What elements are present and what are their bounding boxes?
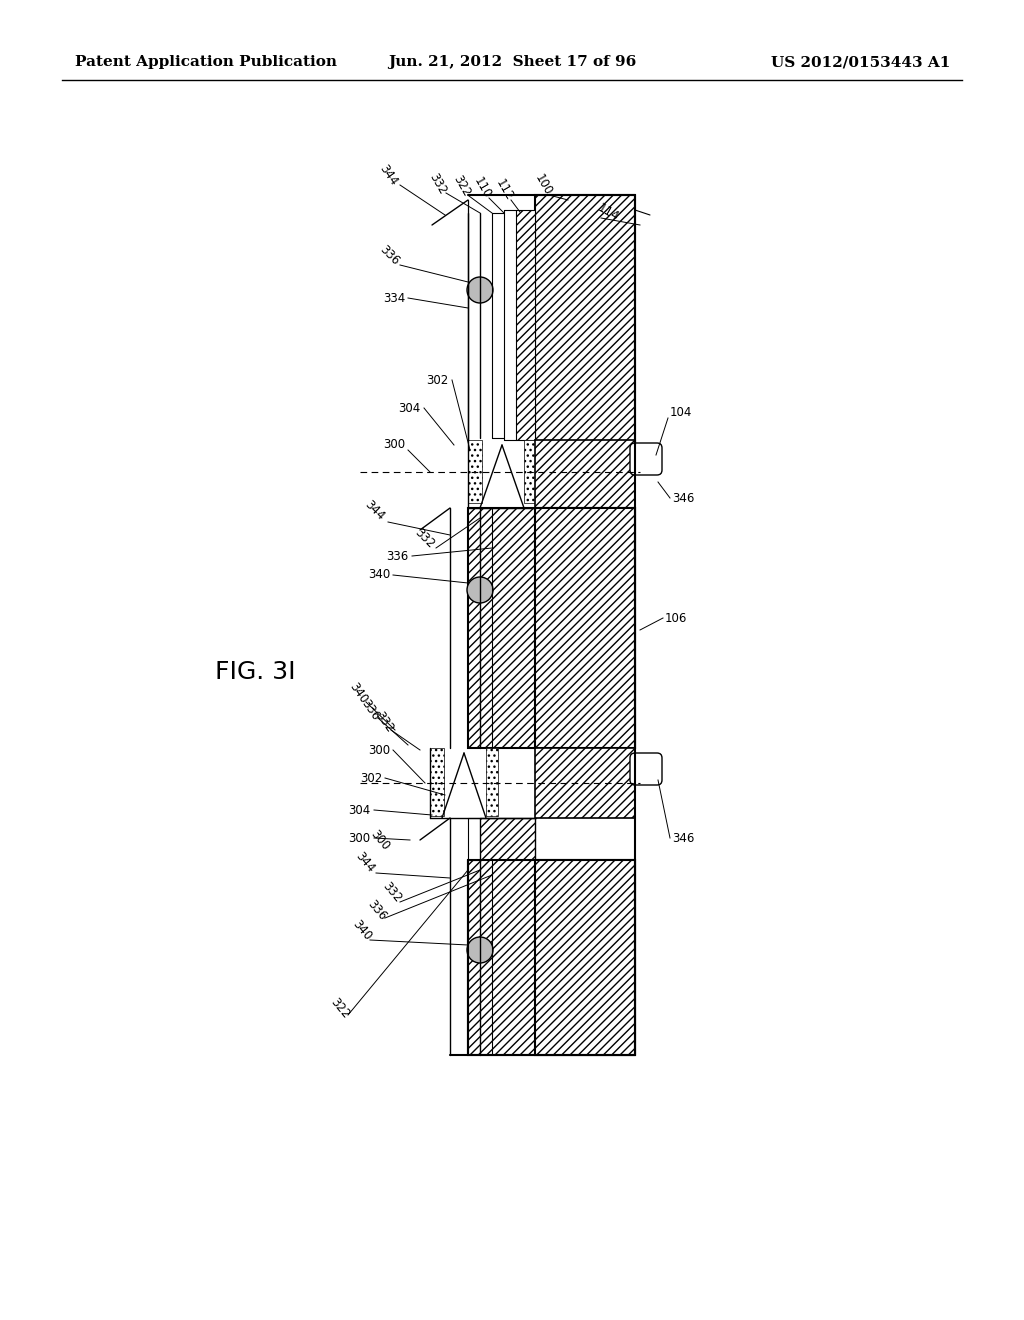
Text: 302: 302 [359, 771, 382, 784]
Text: 346: 346 [672, 832, 694, 845]
Bar [524, 440, 536, 503]
Text: 332: 332 [427, 172, 450, 197]
Text: 336: 336 [358, 697, 382, 723]
Text: 300: 300 [383, 438, 406, 451]
Text: 332: 332 [413, 525, 437, 550]
FancyBboxPatch shape [630, 444, 662, 475]
Text: 110: 110 [471, 176, 494, 201]
Text: 114: 114 [595, 202, 621, 224]
Text: 344: 344 [353, 849, 377, 875]
Text: 336: 336 [365, 898, 389, 923]
Bar [535, 195, 635, 445]
Text: 346: 346 [672, 491, 694, 504]
Text: 340: 340 [346, 680, 370, 706]
Text: 304: 304 [397, 401, 420, 414]
Text: 344: 344 [376, 162, 399, 187]
Text: 106: 106 [665, 611, 687, 624]
Bar [468, 861, 635, 1055]
Text: US 2012/0153443 A1: US 2012/0153443 A1 [771, 55, 950, 69]
Text: Jun. 21, 2012  Sheet 17 of 96: Jun. 21, 2012 Sheet 17 of 96 [388, 55, 636, 69]
Text: 300: 300 [368, 743, 390, 756]
Bar [430, 748, 444, 816]
Text: 300: 300 [348, 832, 370, 845]
Bar [516, 210, 535, 440]
Circle shape [467, 577, 493, 603]
Bar [468, 440, 482, 503]
Text: 322: 322 [328, 995, 352, 1020]
Bar [535, 440, 635, 508]
Circle shape [467, 277, 493, 304]
Text: 344: 344 [362, 498, 387, 523]
FancyBboxPatch shape [630, 752, 662, 785]
Text: 304: 304 [348, 804, 370, 817]
Text: 302: 302 [426, 374, 449, 387]
Circle shape [467, 937, 493, 964]
Bar [480, 818, 535, 861]
Text: 334: 334 [383, 292, 406, 305]
Bar [535, 861, 635, 1055]
Text: 332: 332 [373, 709, 395, 735]
Bar [486, 748, 498, 816]
Text: 112: 112 [493, 177, 515, 203]
Bar [535, 748, 635, 818]
Text: Patent Application Publication: Patent Application Publication [75, 55, 337, 69]
Bar [468, 508, 635, 748]
Text: 336: 336 [378, 243, 402, 268]
Text: FIG. 3I: FIG. 3I [215, 660, 296, 684]
Text: 104: 104 [670, 405, 692, 418]
Bar [535, 508, 635, 748]
Text: 336: 336 [386, 549, 408, 562]
Text: 340: 340 [368, 569, 390, 582]
Text: 332: 332 [380, 879, 404, 904]
Text: 100: 100 [531, 172, 554, 198]
Text: 322: 322 [451, 173, 473, 199]
Text: 340: 340 [350, 917, 374, 942]
Text: 300: 300 [368, 828, 392, 853]
